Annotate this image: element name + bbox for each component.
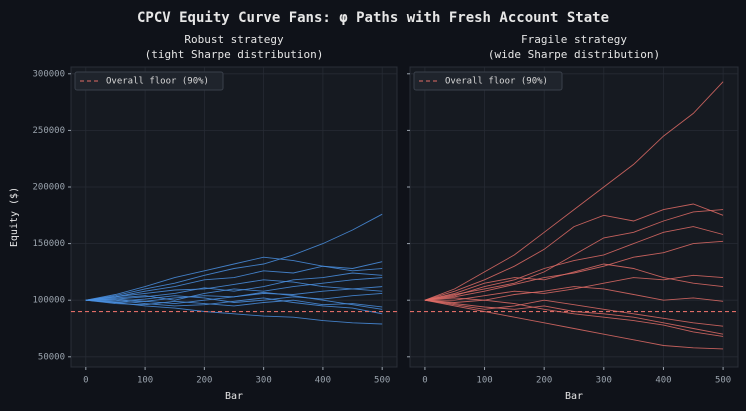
equity-path <box>424 299 724 327</box>
legend-label: Overall floor (90%) <box>106 77 209 87</box>
subplot-subtitle: (wide Sharpe distribution) <box>488 48 660 61</box>
equity-path <box>424 274 724 301</box>
y-tick-label: 200000 <box>32 183 65 193</box>
legend-box <box>74 71 224 91</box>
subplot-subtitle: (tight Sharpe distribution) <box>145 48 324 61</box>
legend-label: Overall floor (90%) <box>445 77 548 87</box>
x-tick-label: 0 <box>83 376 88 386</box>
equity-path <box>424 240 724 301</box>
equity-path <box>85 297 383 315</box>
y-tick-label: 150000 <box>32 239 65 249</box>
equity-path <box>424 299 724 350</box>
y-tick-label: 50000 <box>38 352 65 362</box>
equity-path <box>85 261 383 301</box>
equity-path <box>424 81 724 301</box>
equity-path <box>85 277 383 301</box>
x-tick-label: 200 <box>536 376 552 386</box>
y-tick-label: 300000 <box>32 69 65 79</box>
equity-path <box>424 226 724 301</box>
equity-path <box>85 279 383 301</box>
legend-box <box>413 71 563 91</box>
equity-path <box>85 292 383 303</box>
x-tick-label: 400 <box>315 376 331 386</box>
y-tick-label: 100000 <box>32 296 65 306</box>
x-tick-label: 300 <box>256 376 272 386</box>
plot-area <box>70 66 398 368</box>
equity-path <box>85 272 383 301</box>
x-tick-label: 400 <box>655 376 671 386</box>
equity-path <box>85 299 383 308</box>
equity-path <box>85 213 383 301</box>
x-tick-label: 300 <box>596 376 612 386</box>
y-axis-label: Equity ($) <box>9 187 20 247</box>
x-axis-label: Bar <box>565 391 583 402</box>
equity-path <box>424 299 724 337</box>
plot-area <box>409 66 739 368</box>
x-tick-label: 100 <box>476 376 492 386</box>
equity-path <box>424 209 724 301</box>
x-tick-label: 0 <box>422 376 427 386</box>
subplot-title: Robust strategy <box>184 33 284 46</box>
subplot-title: Fragile strategy <box>521 33 627 46</box>
figure-title: CPCV Equity Curve Fans: φ Paths with Fre… <box>137 10 609 26</box>
x-tick-label: 500 <box>715 376 731 386</box>
x-tick-label: 500 <box>374 376 390 386</box>
x-tick-label: 100 <box>137 376 153 386</box>
equity-path <box>85 291 383 310</box>
x-axis-label: Bar <box>225 391 243 402</box>
equity-path <box>424 286 724 302</box>
equity-path <box>424 263 724 301</box>
y-tick-label: 250000 <box>32 126 65 136</box>
equity-path <box>424 203 724 301</box>
x-tick-label: 200 <box>196 376 212 386</box>
equity-path <box>85 256 383 301</box>
